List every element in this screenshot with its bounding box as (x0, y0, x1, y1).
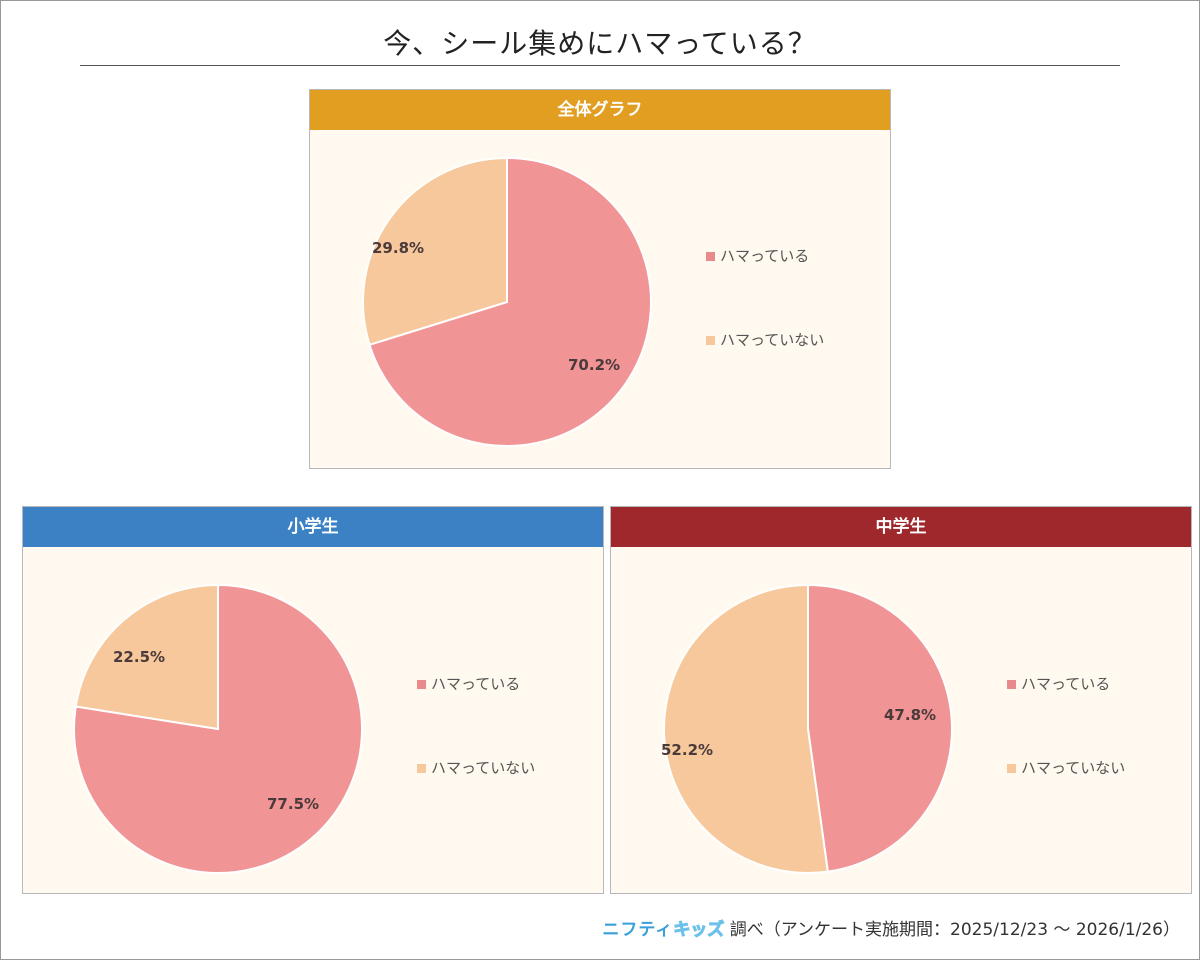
panel-elementary: 小学生 22.5% 77.5% ハマっている ハマっていない (22, 506, 604, 894)
pie-chart-overall: 29.8% 70.2% (362, 156, 652, 447)
legend-swatch-no (706, 336, 715, 345)
title-divider (80, 65, 1120, 66)
pct-label-no: 29.8% (372, 239, 424, 257)
source-text: 調べ（アンケート実施期間：2025/12/23 ～ 2026/1/26） (729, 920, 1180, 940)
panel-overall-header: 全体グラフ (310, 90, 890, 130)
legend-item-yes: ハマっている (706, 245, 809, 266)
legend-swatch-no (417, 764, 426, 773)
pie-slice-no (662, 583, 829, 874)
pie-chart-elementary: 22.5% 77.5% (73, 583, 363, 874)
legend-swatch-no (1007, 764, 1016, 773)
pct-label-yes: 70.2% (568, 356, 620, 374)
legend-item-yes: ハマっている (1007, 673, 1110, 694)
legend-item-yes: ハマっている (417, 673, 520, 694)
panel-junior-high: 中学生 52.2% 47.8% ハマっている ハマっていない (610, 506, 1192, 894)
source-footer: ニフティキッズ 調べ（アンケート実施期間：2025/12/23 ～ 2026/1… (602, 915, 1180, 941)
legend-swatch-yes (706, 252, 715, 261)
legend-label-no: ハマっていない (1021, 759, 1126, 777)
pct-label-yes: 47.8% (884, 706, 936, 724)
legend-label-yes: ハマっている (720, 247, 810, 265)
logo-text-kids: キッズ (673, 920, 725, 941)
pie-slice-yes (807, 583, 953, 873)
logo-text-nifty: ニフティ (602, 920, 674, 940)
pie-slice-no (74, 583, 219, 731)
pie-slice-yes (368, 156, 652, 447)
panel-junior-high-header: 中学生 (611, 507, 1191, 547)
panel-elementary-header: 小学生 (23, 507, 603, 547)
legend-item-no: ハマっていない (1007, 757, 1125, 778)
legend-swatch-yes (417, 680, 426, 689)
panel-overall: 全体グラフ 29.8% 70.2% ハマっている ハマっていない (309, 89, 891, 469)
legend-item-no: ハマっていない (706, 329, 824, 350)
legend-label-no: ハマっていない (720, 331, 825, 349)
pct-label-no: 22.5% (113, 648, 165, 666)
legend-label-yes: ハマっている (1021, 675, 1111, 693)
pie-chart-junior-high: 52.2% 47.8% (661, 583, 953, 874)
legend-label-no: ハマっていない (431, 759, 536, 777)
legend-swatch-yes (1007, 680, 1016, 689)
pie-slice-no (362, 156, 508, 347)
legend-label-yes: ハマっている (431, 675, 521, 693)
page-title: 今、シール集めにハマっている？ (383, 27, 817, 60)
pct-label-no: 52.2% (661, 741, 713, 759)
legend-item-no: ハマっていない (417, 757, 535, 778)
pct-label-yes: 77.5% (267, 795, 319, 813)
